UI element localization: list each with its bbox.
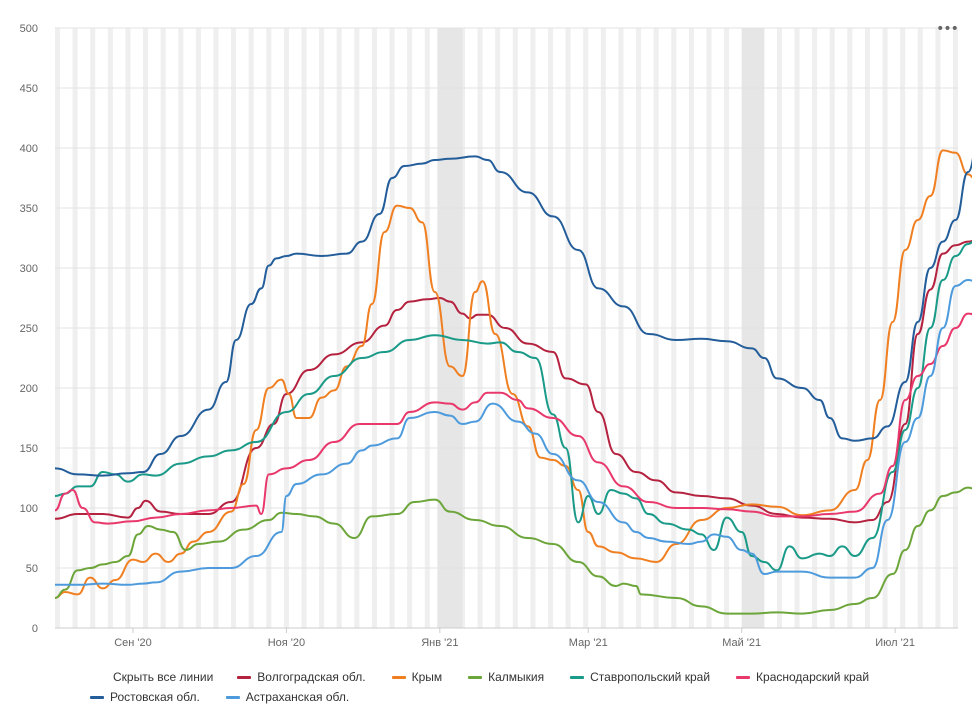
legend-label: Калмыкия	[488, 670, 545, 684]
x-tick-label: Сен '20	[114, 637, 152, 649]
legend-item[interactable]: Ставропольский край	[570, 670, 710, 684]
x-tick-label: Май '21	[722, 637, 761, 649]
legend-swatch	[570, 675, 585, 679]
y-tick-label: 250	[20, 323, 38, 335]
series-lines	[54, 149, 972, 615]
x-tick-label: Ноя '20	[268, 637, 305, 649]
legend-swatch	[225, 695, 240, 699]
legend-label: Астраханская обл.	[245, 690, 350, 704]
legend-row: Ростовская обл. Астраханская обл.	[90, 687, 950, 707]
legend: Скрыть все линии Волгоградская обл. Крым К…	[90, 667, 950, 707]
legend-label: Краснодарский край	[756, 670, 870, 684]
y-tick-label: 0	[32, 623, 38, 635]
x-tick-label: Янв '21	[421, 637, 458, 649]
y-tick-label: 100	[20, 503, 38, 515]
series-line	[55, 279, 972, 586]
legend-item[interactable]: Астраханская обл.	[225, 690, 350, 704]
legend-item[interactable]: Краснодарский край	[736, 670, 869, 684]
y-tick-label: 500	[20, 23, 38, 35]
legend-swatch	[237, 675, 252, 679]
legend-swatch	[90, 695, 104, 699]
legend-item[interactable]: Ростовская обл.	[90, 690, 200, 704]
ellipsis-icon: •••	[936, 21, 959, 37]
legend-label: Крым	[411, 670, 443, 684]
legend-swatch	[391, 675, 406, 679]
series-line	[54, 240, 972, 572]
y-tick-label: 50	[26, 563, 38, 575]
hide-all-lines-button[interactable]: Скрыть все линии	[113, 670, 214, 684]
series-line	[54, 312, 972, 525]
y-tick-label: 300	[20, 263, 38, 275]
chart-menu-button[interactable]: •••	[936, 21, 959, 38]
series-line	[54, 155, 972, 477]
legend-label: Ростовская обл.	[110, 690, 200, 704]
legend-item[interactable]: Волгоградская обл.	[237, 670, 366, 684]
legend-row: Скрыть все линии Волгоградская обл. Крым К…	[90, 667, 950, 687]
legend-item[interactable]: Крым	[391, 670, 443, 684]
series-line	[54, 149, 972, 599]
legend-label: Волгоградская обл.	[257, 670, 366, 684]
chart: 0 50 100 150 200 250 300 350 400 450 500 Сен '20 Но…	[20, 23, 972, 649]
legend-item[interactable]: Калмыкия	[468, 670, 544, 684]
y-tick-label: 450	[20, 83, 38, 95]
y-tick-label: 200	[20, 383, 38, 395]
legend-swatch	[736, 675, 751, 679]
y-tick-label: 400	[20, 143, 38, 155]
legend-label: Ставропольский край	[590, 670, 711, 684]
x-axis-ticks: Сен '20 Ноя '20 Янв '21 Мар '21 Май '21 Июл '…	[114, 628, 915, 649]
series-line	[54, 239, 972, 524]
y-axis-ticks: 0 50 100 150 200 250 300 350 400 450 500	[20, 23, 38, 635]
legend-swatch	[468, 675, 483, 679]
y-tick-label: 150	[20, 443, 38, 455]
y-tick-label: 350	[20, 203, 38, 215]
series-line	[54, 486, 972, 615]
x-tick-label: Мар '21	[569, 637, 608, 649]
x-tick-label: Июл '21	[875, 637, 915, 649]
